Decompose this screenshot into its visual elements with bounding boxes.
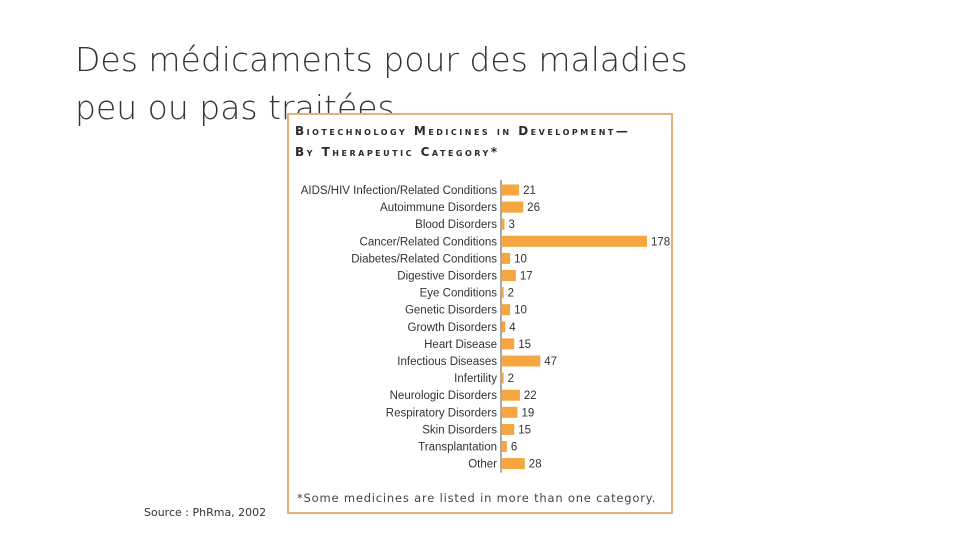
bar xyxy=(502,458,525,470)
category-label: Skin Disorders xyxy=(422,424,497,436)
value-label: 28 xyxy=(529,459,542,471)
value-label: 4 xyxy=(509,322,516,334)
category-label: Growth Disorders xyxy=(408,322,498,334)
value-label: 2 xyxy=(508,288,514,300)
value-label: 17 xyxy=(520,271,533,283)
bar xyxy=(502,218,505,230)
category-label: Digestive Disorders xyxy=(397,271,497,283)
value-label: 19 xyxy=(521,407,534,419)
chart-footnote: *Some medicines are listed in more than … xyxy=(297,491,657,505)
source-note: Source : PhRma, 2002 xyxy=(144,506,267,519)
bar xyxy=(502,423,515,435)
category-label: AIDS/HIV Infection/Related Conditions xyxy=(301,185,497,197)
chart-title-line-2: By Therapeutic Category* xyxy=(295,145,500,159)
slide-title-line-1: Des médicaments pour des maladies xyxy=(75,40,688,79)
bar xyxy=(502,235,647,247)
value-label: 6 xyxy=(511,442,517,454)
category-label: Autoimmune Disorders xyxy=(380,202,497,214)
bar xyxy=(502,184,520,196)
value-label: 178 xyxy=(651,236,670,248)
bar xyxy=(502,372,504,384)
chart-panel: Biotechnology Medicines in Development— … xyxy=(287,113,673,514)
category-label: Transplantation xyxy=(418,442,497,454)
value-label: 2 xyxy=(508,373,514,385)
category-label: Respiratory Disorders xyxy=(386,407,497,419)
value-label: 21 xyxy=(523,185,536,197)
category-label: Blood Disorders xyxy=(415,219,497,231)
category-label: Heart Disease xyxy=(424,339,497,351)
slide-title: Des médicaments pour des maladies peu ou… xyxy=(75,36,755,132)
bar xyxy=(502,355,541,367)
chart-title: Biotechnology Medicines in Development— … xyxy=(295,121,665,163)
bar xyxy=(502,304,511,316)
value-label: 26 xyxy=(527,202,540,214)
bar xyxy=(502,406,518,418)
category-label: Genetic Disorders xyxy=(405,305,497,317)
bar xyxy=(502,321,506,333)
value-label: 22 xyxy=(524,390,537,402)
chart-title-line-1: Biotechnology Medicines in Development— xyxy=(295,124,631,138)
bar-chart: AIDS/HIV Infection/Related Conditions 21 A… xyxy=(301,180,670,473)
category-label: Infectious Diseases xyxy=(397,356,497,368)
bar xyxy=(502,441,507,452)
bar xyxy=(502,201,524,213)
bar xyxy=(502,287,504,299)
category-label: Other xyxy=(468,459,497,471)
value-label: 47 xyxy=(544,356,557,368)
value-label: 10 xyxy=(514,253,527,265)
category-label: Eye Conditions xyxy=(420,288,498,300)
category-label: Neurologic Disorders xyxy=(390,390,498,402)
bar xyxy=(502,270,516,281)
bar xyxy=(502,389,520,401)
value-label: 10 xyxy=(514,305,527,317)
bar xyxy=(502,338,515,350)
value-label: 3 xyxy=(508,219,514,231)
value-label: 15 xyxy=(518,339,531,351)
category-label: Infertility xyxy=(454,373,497,385)
category-label: Cancer/Related Conditions xyxy=(360,236,498,248)
value-label: 15 xyxy=(518,424,531,436)
bar xyxy=(502,252,511,264)
category-label: Diabetes/Related Conditions xyxy=(351,253,497,265)
